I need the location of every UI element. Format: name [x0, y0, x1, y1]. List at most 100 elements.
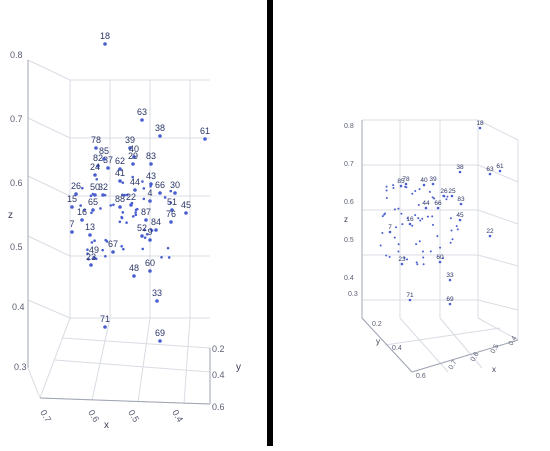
data-point-marker: [141, 180, 144, 183]
data-point-marker: [93, 173, 97, 177]
data-point-label: 69: [446, 296, 454, 303]
data-point-marker: [99, 207, 102, 210]
right-y-tick: 0.2: [372, 321, 382, 328]
data-point-marker: [383, 213, 386, 216]
left-x-axis-label: x: [104, 420, 109, 431]
data-point-marker: [148, 238, 152, 242]
data-point-marker: [169, 189, 173, 193]
data-point-marker: [169, 201, 173, 204]
right-3d-scatter: 0.8 0.7 0.6 0.5 0.4 0.3 z 0.2 0.4 0.6 y …: [344, 119, 519, 380]
left-z-tick: 0.6: [10, 178, 23, 188]
data-point-marker: [449, 241, 452, 244]
data-point-marker: [141, 247, 145, 251]
data-point-marker: [167, 256, 171, 259]
data-point-marker: [458, 170, 462, 174]
data-point-marker: [415, 243, 418, 246]
left-x-tick: 0.5: [126, 408, 141, 424]
data-point-label: 13: [85, 222, 95, 232]
data-point-marker: [143, 228, 146, 232]
left-z-tick: 0.5: [10, 242, 23, 252]
data-point-marker: [433, 197, 436, 200]
data-point-marker: [393, 236, 396, 239]
data-point-label: 7: [388, 224, 392, 231]
data-point-label: 88: [115, 194, 125, 204]
data-point-marker: [385, 185, 388, 188]
data-point-marker: [81, 186, 84, 190]
data-point-marker: [455, 225, 458, 228]
data-point-marker: [70, 230, 74, 234]
data-point-marker: [90, 241, 94, 244]
data-point-marker: [95, 177, 99, 181]
data-point-marker: [397, 243, 400, 246]
data-point-label: 85: [397, 178, 405, 185]
data-point-marker: [118, 179, 122, 183]
data-point-marker: [104, 254, 107, 258]
data-point-marker: [421, 217, 424, 220]
data-point-marker: [101, 248, 104, 252]
data-point-marker: [80, 218, 84, 222]
data-point-marker: [450, 194, 454, 198]
left-y-tick: 0.4: [212, 370, 225, 380]
data-point-label: 41: [115, 168, 125, 178]
data-point-marker: [149, 228, 153, 231]
left-y-tick: 0.6: [212, 402, 225, 412]
right-z-tick: 0.8: [344, 123, 354, 130]
right-y-tick: 0.6: [416, 373, 426, 380]
data-point-label: 37: [103, 155, 113, 165]
data-point-marker: [121, 193, 124, 197]
data-point-marker: [400, 212, 403, 215]
data-point-marker: [388, 255, 391, 258]
data-point-marker: [458, 218, 462, 222]
data-point-marker: [160, 256, 163, 259]
data-point-marker: [89, 194, 93, 198]
data-point-label: 67: [108, 239, 118, 249]
data-point-marker: [103, 42, 107, 46]
data-point-marker: [142, 197, 146, 201]
data-point-marker: [441, 257, 444, 260]
data-point-marker: [448, 278, 452, 282]
data-point-marker: [140, 118, 144, 122]
data-point-marker: [140, 234, 144, 238]
data-point-label: 60: [436, 254, 444, 261]
data-point-marker: [154, 228, 158, 232]
data-point-marker: [429, 250, 432, 253]
data-point-marker: [133, 188, 137, 192]
data-point-marker: [96, 164, 100, 168]
data-point-marker: [392, 184, 395, 187]
data-point-label: 83: [457, 196, 465, 203]
right-z-tick: 0.7: [344, 161, 354, 168]
data-point-marker: [450, 229, 453, 232]
data-point-marker: [415, 261, 418, 264]
right-z-tick: 0.3: [348, 291, 358, 298]
right-x-tick: 0.4: [508, 335, 519, 347]
panel-divider: [267, 0, 273, 446]
data-point-marker: [426, 215, 429, 218]
data-point-marker: [408, 298, 412, 302]
data-point-marker: [388, 230, 392, 234]
left-z-tick: 0.4: [12, 302, 25, 312]
data-point-marker: [111, 250, 115, 254]
data-point-label: 26: [71, 181, 81, 191]
data-point-marker: [93, 239, 96, 242]
data-point-label: 9: [147, 227, 152, 237]
data-point-marker: [446, 195, 449, 198]
data-point-marker: [488, 234, 492, 238]
data-point-marker: [417, 217, 420, 220]
data-point-marker: [381, 215, 384, 218]
data-point-marker: [101, 193, 105, 197]
data-point-marker: [70, 205, 74, 209]
data-point-marker: [431, 223, 434, 226]
data-point-marker: [393, 208, 396, 211]
data-point-marker: [126, 193, 129, 197]
data-point-marker: [385, 197, 388, 200]
data-point-marker: [406, 217, 409, 220]
data-point-marker: [158, 134, 162, 138]
data-point-marker: [129, 203, 133, 207]
data-point-label: 30: [170, 180, 180, 190]
left-grid: [27, 59, 211, 405]
data-point-label: 76: [166, 209, 176, 219]
data-point-marker: [106, 166, 110, 170]
left-x-tick: 0.7: [38, 408, 53, 424]
